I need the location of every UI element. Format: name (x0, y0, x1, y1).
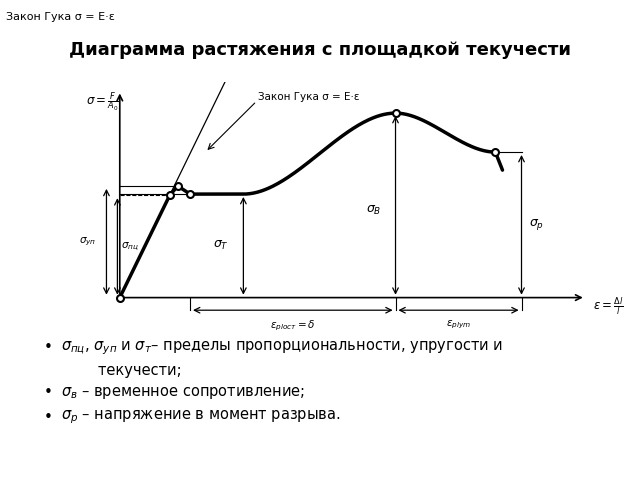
Text: •: • (44, 340, 52, 356)
Text: Закон Гука σ = E·ε: Закон Гука σ = E·ε (258, 92, 359, 102)
Text: $\sigma_{пц}$: $\sigma_{пц}$ (121, 240, 139, 252)
Text: $\sigma_{уп}$: $\sigma_{уп}$ (79, 236, 96, 248)
Text: •: • (44, 385, 52, 400)
Text: Закон Гука σ = E·ε: Закон Гука σ = E·ε (6, 12, 115, 22)
Text: $\sigma_T$: $\sigma_T$ (213, 240, 229, 252)
Text: $\varepsilon_{plym}$: $\varepsilon_{plym}$ (446, 319, 471, 331)
Text: $\sigma_B$: $\sigma_B$ (366, 204, 381, 217)
Text: $\sigma_{пц}$, $\sigma_{уп}$ и $\sigma_т$– пределы пропорциональности, упругости: $\sigma_{пц}$, $\sigma_{уп}$ и $\sigma_т… (61, 339, 503, 357)
Text: •: • (44, 410, 52, 425)
Text: $\varepsilon_{plост} = \delta$: $\varepsilon_{plост} = \delta$ (270, 319, 316, 333)
Text: $\sigma_в$ – временное сопротивление;: $\sigma_в$ – временное сопротивление; (61, 384, 305, 401)
Text: текучести;: текучести; (61, 363, 181, 378)
Text: $\sigma = \frac{F}{A_0}$: $\sigma = \frac{F}{A_0}$ (86, 91, 120, 114)
Text: $\varepsilon = \frac{\Delta l}{l}$: $\varepsilon = \frac{\Delta l}{l}$ (593, 296, 623, 317)
Text: Диаграмма растяжения с площадкой текучести: Диаграмма растяжения с площадкой текучес… (69, 41, 571, 60)
Text: $\sigma_р$ – напряжение в момент разрыва.: $\sigma_р$ – напряжение в момент разрыва… (61, 409, 340, 426)
Text: $\sigma_p$: $\sigma_p$ (529, 217, 544, 232)
